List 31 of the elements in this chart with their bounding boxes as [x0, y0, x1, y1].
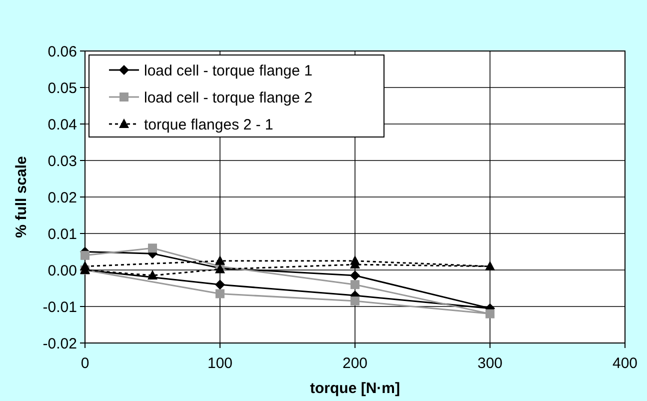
- legend-label: load cell - torque flange 2: [144, 89, 312, 106]
- x-tick-label: 300: [477, 355, 503, 372]
- y-tick-label: 0.04: [48, 116, 77, 134]
- y-axis-title: % full scale: [13, 156, 30, 238]
- point: [148, 244, 157, 253]
- x-tick-label: 100: [207, 355, 233, 372]
- legend-label: torque flanges 2 - 1: [144, 116, 274, 134]
- point: [350, 280, 360, 290]
- point: [215, 255, 225, 265]
- point: [485, 260, 495, 270]
- point: [148, 270, 158, 280]
- x-tick-label: 0: [80, 355, 90, 372]
- point: [350, 296, 360, 306]
- y-tick-label: 0.03: [48, 152, 77, 170]
- point: [80, 250, 90, 260]
- y-tick-label: 0.02: [48, 189, 77, 206]
- y-tick-label: -0.01: [42, 298, 77, 316]
- point: [350, 270, 360, 280]
- y-tick-label: 0.00: [48, 262, 77, 280]
- point: [216, 289, 224, 298]
- x-tick-label: 200: [342, 355, 368, 372]
- point: [486, 309, 494, 318]
- x-tick-label: 400: [612, 355, 638, 372]
- y-tick-label: 0.06: [48, 43, 77, 60]
- point: [215, 280, 225, 290]
- legend-label: load cell - torque flange 1: [144, 62, 312, 80]
- x-axis-title: torque [N·m]: [310, 380, 400, 397]
- y-tick-label: 0.05: [48, 80, 77, 97]
- y-tick-label: 0.01: [48, 226, 77, 243]
- y-tick-label: -0.02: [42, 335, 77, 352]
- point: [215, 264, 225, 274]
